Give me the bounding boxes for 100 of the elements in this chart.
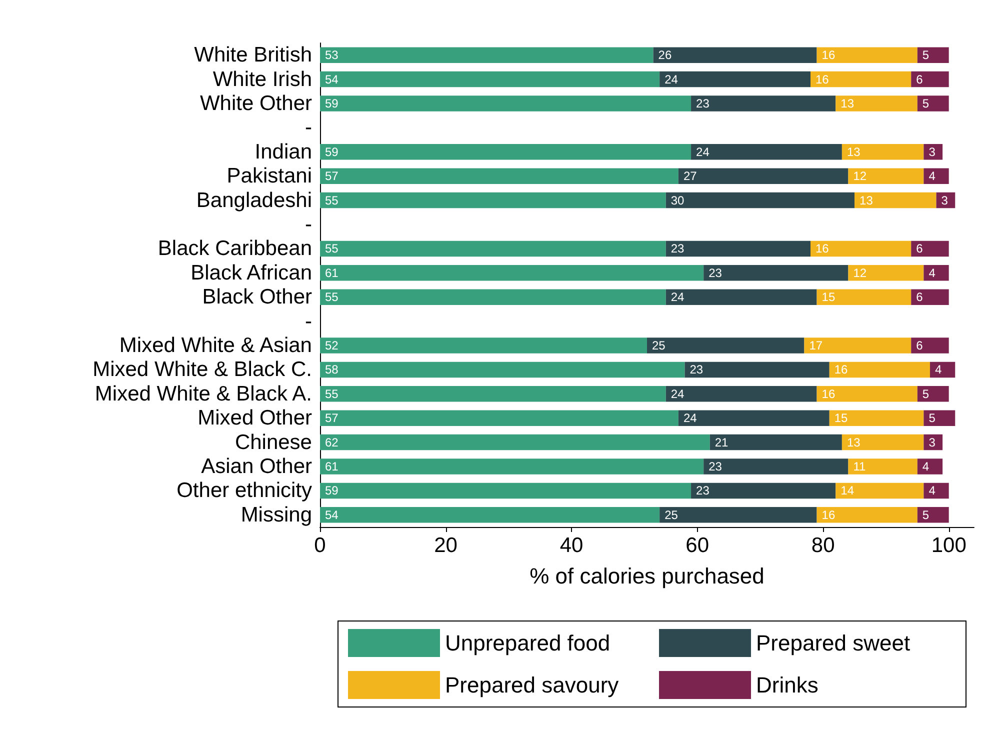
bar [320, 338, 647, 354]
bar [816, 47, 918, 63]
legend-label: Unprepared food [445, 630, 610, 656]
bar [710, 434, 842, 450]
bar [666, 289, 817, 305]
bar [320, 71, 660, 88]
data-label: 16 [822, 508, 836, 522]
data-label: 24 [664, 72, 678, 86]
bar [666, 192, 855, 208]
data-label: 59 [325, 96, 339, 110]
y-tick-label: Indian [254, 140, 312, 164]
data-label: 23 [670, 242, 685, 256]
y-tick-label: Pakistani [226, 164, 312, 188]
bar [842, 144, 924, 160]
bar [704, 265, 848, 281]
bar [704, 458, 848, 474]
bar [320, 96, 692, 112]
bar [320, 168, 678, 184]
data-label: 12 [853, 266, 867, 280]
data-label: 62 [325, 435, 339, 450]
data-label: 5 [928, 411, 936, 426]
data-label: 58 [325, 362, 339, 377]
bar [924, 482, 949, 499]
data-label: 4 [928, 484, 936, 498]
data-label: 24 [670, 386, 685, 401]
data-label: 59 [325, 144, 339, 159]
y-tick-label: White Other [200, 92, 312, 115]
data-label: 25 [664, 508, 678, 522]
data-label: 59 [325, 484, 339, 498]
bar [848, 168, 924, 184]
bar [320, 144, 692, 160]
data-label: 13 [846, 144, 861, 159]
y-tick-label: Mixed White & Black A. [94, 382, 312, 406]
data-label: 61 [325, 460, 339, 474]
y-tick-label: - [305, 116, 312, 140]
legend-label: Prepared sweet [756, 630, 910, 656]
data-label: 25 [652, 338, 666, 352]
bar [666, 386, 817, 402]
bar [320, 362, 685, 378]
bar [911, 240, 949, 257]
bar [320, 386, 666, 402]
data-label: 16 [816, 72, 830, 86]
data-label: 3 [928, 435, 936, 450]
data-label: 21 [714, 435, 729, 450]
y-tick-label: White Irish [212, 68, 312, 91]
data-label: 13 [840, 96, 854, 110]
data-label: 57 [325, 169, 339, 184]
bar [911, 338, 949, 354]
data-label: 4 [928, 169, 936, 184]
bar [924, 144, 943, 160]
bar [320, 434, 710, 450]
bar [647, 338, 804, 354]
data-label: 16 [834, 362, 848, 377]
data-label: 5 [922, 48, 930, 62]
data-label: 5 [922, 386, 930, 401]
y-tick-label: - [305, 310, 312, 333]
data-label: 27 [683, 169, 698, 184]
data-label: 17 [809, 338, 823, 352]
y-tick-label: Asian Other [201, 455, 312, 478]
data-label: 26 [658, 48, 672, 62]
data-label: 55 [325, 193, 339, 208]
data-label: 30 [670, 193, 685, 208]
bar [320, 289, 666, 305]
bar [930, 362, 956, 378]
bar [854, 192, 936, 208]
bar [684, 362, 830, 378]
bar [660, 71, 810, 88]
y-tick-label: Black Caribbean [158, 237, 312, 260]
bar [804, 338, 912, 354]
bar [842, 434, 924, 450]
y-tick-label: - [305, 213, 312, 236]
bar [320, 240, 666, 257]
data-label: 13 [846, 435, 861, 450]
x-tick-label: 80 [811, 534, 835, 557]
bar [917, 458, 943, 474]
x-tick-label: 0 [314, 534, 326, 557]
data-label: 24 [670, 290, 685, 304]
data-label: 23 [696, 484, 710, 498]
y-tick-label: Missing [240, 503, 312, 526]
bar [320, 265, 704, 281]
data-label: 13 [860, 193, 874, 208]
x-tick-label: 40 [560, 534, 584, 557]
x-tick-label: 20 [434, 534, 458, 557]
data-label: 5 [922, 96, 930, 110]
data-label: 54 [325, 508, 339, 522]
bar [666, 240, 810, 257]
bar [810, 240, 912, 257]
y-tick-label: Mixed White & Black C. [92, 358, 312, 382]
bar [848, 265, 924, 281]
bar [924, 168, 949, 184]
y-tick-label: Black Other [202, 286, 312, 309]
bar [320, 507, 660, 523]
data-label: 16 [822, 48, 836, 62]
data-label: 11 [853, 460, 866, 474]
data-label: 15 [822, 290, 836, 304]
y-tick-label: Mixed Other [198, 406, 312, 430]
data-label: 15 [834, 411, 848, 426]
legend-label: Prepared savoury [445, 672, 619, 698]
data-label: 55 [325, 386, 339, 401]
x-tick-label: 60 [686, 534, 709, 557]
